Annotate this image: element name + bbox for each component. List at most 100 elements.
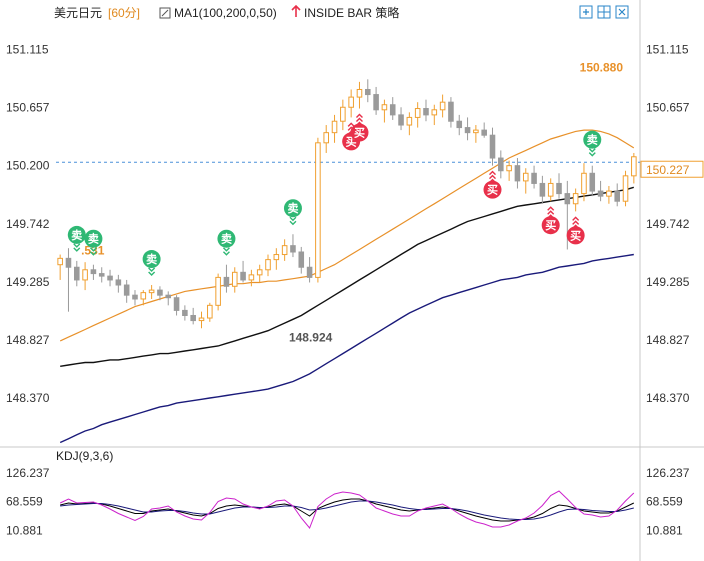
left-tick-label: 148.370	[6, 391, 50, 405]
candle	[256, 264, 263, 283]
signal-arrow	[588, 152, 596, 157]
sell-signal-marker: 卖	[583, 130, 602, 157]
kdj-line-j	[59, 490, 635, 529]
signal-arrow	[222, 247, 230, 252]
signal-arrow	[347, 122, 355, 127]
buy-signal-marker: 买	[350, 113, 369, 142]
kdj-panel: KDJ(9,3,6) 126.237 126.237 68.559 68.559 10.…	[6, 449, 690, 538]
sell-signal-marker: 卖	[67, 225, 86, 252]
candle-body	[522, 172, 529, 182]
candle	[547, 178, 554, 202]
signal-badge	[541, 216, 560, 235]
candle-body	[406, 116, 413, 126]
settings-icon[interactable]	[615, 5, 629, 19]
candle-body	[614, 190, 621, 202]
candle-body	[248, 274, 255, 281]
candle	[456, 114, 463, 136]
signal-arrow	[289, 220, 297, 226]
buy-signal-marker: 买	[541, 206, 560, 235]
candle	[348, 89, 354, 118]
candle	[331, 114, 338, 143]
period-label[interactable]: [60分]	[108, 6, 140, 20]
signal-badge	[67, 225, 86, 244]
candle-body	[572, 193, 579, 205]
candle	[132, 290, 138, 306]
chart-header: 美元日元 [60分] MA1(100,200,0,50) INSIDE BAR …	[54, 4, 629, 20]
candle-body	[597, 190, 604, 197]
signal-badge	[566, 226, 585, 245]
candle-body	[182, 309, 188, 316]
candle	[223, 264, 230, 293]
candle-body	[331, 120, 338, 134]
candle-body	[431, 109, 438, 116]
candle	[182, 305, 188, 321]
candle	[82, 262, 88, 291]
candle-body	[273, 254, 280, 261]
candle-body	[73, 266, 80, 281]
candle-body	[606, 190, 612, 197]
candle-body	[115, 279, 122, 286]
candle	[198, 311, 205, 329]
main-chart-panel: 151.115 151.115 150.657 150.657 150.200 150.2…	[6, 42, 704, 444]
price-annotation: 150.880	[580, 60, 624, 74]
signal-arrow	[489, 174, 496, 180]
kdj-right-tick: 10.881	[646, 524, 683, 538]
signal-label: 买	[487, 184, 498, 197]
strategy-label[interactable]: INSIDE BAR 策略	[304, 5, 399, 20]
signal-arrow	[222, 251, 230, 256]
candle	[481, 122, 487, 138]
candle	[597, 180, 604, 202]
candle	[431, 104, 438, 126]
signal-arrow	[148, 271, 156, 277]
signal-arrow	[572, 216, 580, 221]
candle-body	[464, 127, 471, 134]
candle-body	[547, 182, 554, 197]
left-tick-label: 150.200	[6, 159, 50, 173]
ma-label[interactable]: MA1(100,200,0,50)	[174, 6, 277, 20]
candle	[140, 290, 147, 306]
candle	[165, 291, 172, 306]
signal-label: 卖	[587, 133, 598, 147]
signal-arrow	[73, 243, 81, 248]
candle-body	[556, 182, 562, 195]
right-tick-label: 148.827	[646, 333, 690, 347]
candle-body	[514, 165, 521, 182]
signal-badge	[217, 229, 236, 248]
candle-body	[107, 275, 113, 281]
grid-icon[interactable]	[597, 5, 611, 19]
signal-badge	[483, 180, 502, 199]
right-tick-label: 149.742	[646, 217, 690, 231]
current-price-tag: 150.227	[640, 160, 704, 178]
candle-body	[473, 129, 479, 134]
candle	[381, 99, 388, 123]
signal-arrow	[572, 220, 580, 225]
signal-label: 买	[545, 219, 556, 232]
expand-icon[interactable]	[579, 5, 593, 19]
candle	[448, 97, 454, 128]
candle-body	[506, 165, 512, 172]
candle-body	[323, 132, 330, 144]
kdj-left-tick: 126.237	[6, 466, 50, 480]
candle	[439, 94, 446, 118]
candle-body	[223, 276, 230, 287]
candle-body	[414, 108, 421, 118]
candle-body	[173, 297, 180, 311]
candle-body	[398, 114, 404, 126]
candle	[215, 273, 221, 311]
kdj-line-d	[60, 500, 634, 520]
signal-label: 买	[354, 127, 365, 140]
candle-body	[265, 259, 271, 271]
candle-body	[231, 271, 238, 287]
candle-body	[256, 269, 263, 276]
candle	[190, 307, 196, 325]
candle	[57, 254, 63, 280]
right-tick-label: 149.285	[646, 275, 690, 289]
signal-badge	[142, 250, 161, 269]
candle	[589, 165, 596, 197]
ma-indicator-icon	[159, 7, 171, 19]
candle-body	[539, 182, 546, 197]
candle	[631, 152, 637, 184]
kdj-right-tick: 68.559	[646, 495, 683, 509]
signal-arrow	[355, 113, 363, 119]
